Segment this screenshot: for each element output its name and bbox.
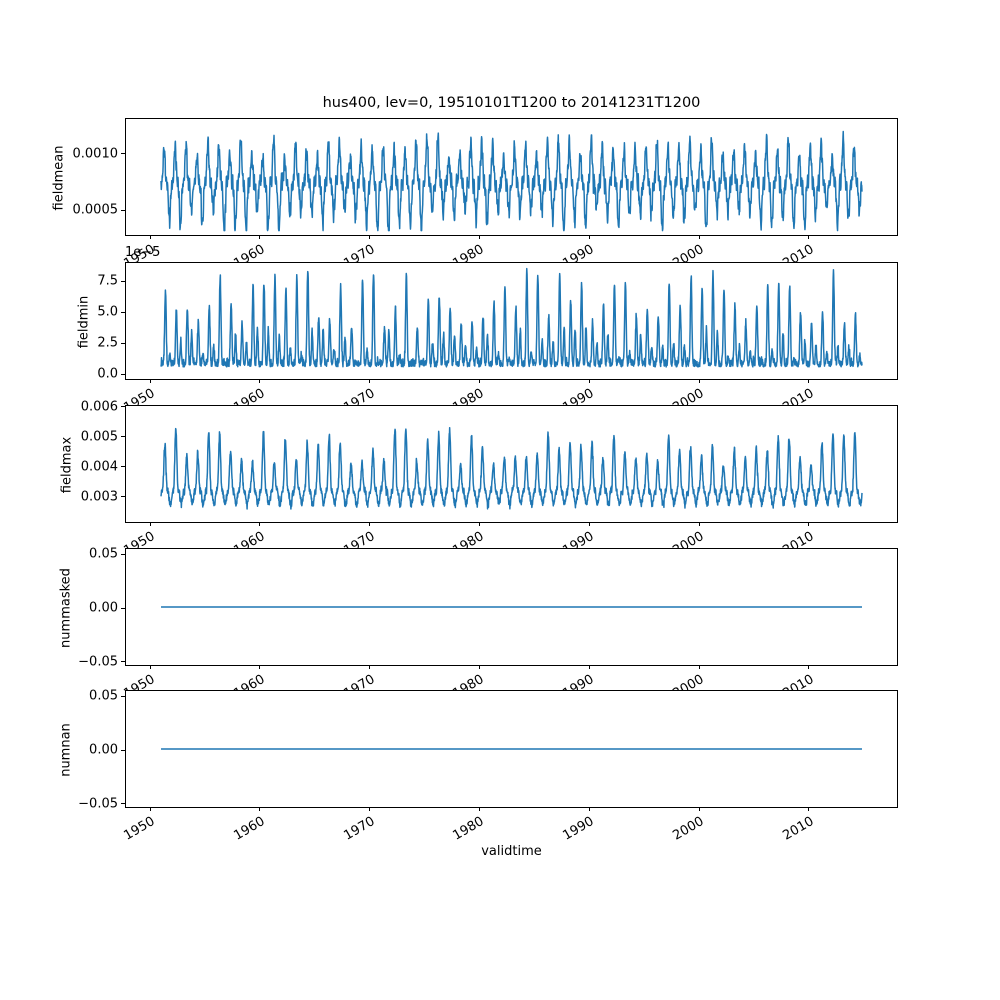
y-tick-label: 0.00 bbox=[89, 600, 118, 616]
x-tick-mark bbox=[588, 235, 590, 239]
y-tick-mark bbox=[121, 311, 125, 313]
y-axis-label-nummasked: nummasked bbox=[58, 568, 74, 648]
x-tick-label: 1970 bbox=[341, 814, 378, 844]
x-tick-mark bbox=[698, 235, 700, 239]
y-tick-label: 2.5 bbox=[97, 335, 118, 351]
fieldmax-series-line bbox=[160, 426, 863, 510]
y-tick-label: 0.0005 bbox=[72, 202, 119, 218]
subplot-numnan: numnan −0.05 0.00 0.05 1950 1960 1970 1980 1990… bbox=[58, 689, 898, 844]
y-tick-mark bbox=[121, 342, 125, 344]
x-tick-mark bbox=[149, 235, 151, 239]
y-tick-mark bbox=[121, 695, 125, 697]
x-tick-mark bbox=[259, 807, 261, 811]
x-tick-mark bbox=[369, 522, 371, 526]
x-tick-mark bbox=[369, 235, 371, 239]
x-tick-mark bbox=[259, 665, 261, 669]
chart-title: hus400, lev=0, 19510101T1200 to 20141231… bbox=[322, 95, 701, 111]
fieldmean-series-line bbox=[160, 130, 863, 232]
subplot-fieldmax: fieldmax 0.003 0.004 0.005 0.006 1950 1960 197… bbox=[60, 399, 898, 559]
x-tick-mark bbox=[149, 522, 151, 526]
y-tick-mark bbox=[121, 436, 125, 438]
x-tick-mark bbox=[479, 522, 481, 526]
numnan-series-line bbox=[161, 748, 862, 750]
x-tick-label: 1980 bbox=[450, 814, 488, 844]
y-tick-label: −0.05 bbox=[78, 654, 118, 670]
nummasked-series-line bbox=[161, 606, 862, 608]
y-tick-mark bbox=[121, 280, 125, 282]
y-tick-mark bbox=[121, 553, 125, 555]
y-axis-label-fieldmean: fieldmean bbox=[51, 145, 67, 211]
y-tick-mark bbox=[121, 406, 125, 408]
fieldmin-series-line bbox=[160, 267, 863, 368]
x-tick-mark bbox=[479, 379, 481, 383]
y-tick-label: 0.0010 bbox=[72, 146, 119, 162]
y-tick-label: 5.0 bbox=[97, 304, 118, 320]
x-tick-label: 1990 bbox=[560, 814, 597, 844]
x-tick-mark bbox=[698, 379, 700, 383]
x-tick-label: 1950 bbox=[121, 814, 158, 844]
x-tick-mark bbox=[479, 807, 481, 811]
x-tick-mark bbox=[808, 807, 810, 811]
x-tick-mark bbox=[259, 379, 261, 383]
y-tick-label: 0.006 bbox=[80, 399, 118, 415]
y-tick-mark bbox=[121, 607, 125, 609]
x-tick-mark bbox=[698, 665, 700, 669]
subplot-nummasked: nummasked −0.05 0.00 0.05 1950 1960 1970 1980 1… bbox=[58, 547, 898, 702]
x-tick-mark bbox=[588, 379, 590, 383]
x-axis-label: validtime bbox=[481, 844, 542, 859]
x-tick-mark bbox=[149, 807, 151, 811]
x-tick-mark bbox=[259, 235, 261, 239]
x-tick-mark bbox=[369, 665, 371, 669]
y-tick-label: 0.005 bbox=[80, 429, 118, 445]
y-axis-offset-text: 1e−5 bbox=[125, 245, 161, 260]
y-tick-mark bbox=[121, 209, 125, 211]
y-tick-mark bbox=[121, 661, 125, 663]
x-tick-mark bbox=[808, 665, 810, 669]
x-tick-mark bbox=[369, 379, 371, 383]
y-tick-label: 0.05 bbox=[89, 688, 118, 704]
y-tick-label: −0.05 bbox=[78, 796, 118, 812]
y-axis-label-fieldmax: fieldmax bbox=[59, 436, 75, 494]
x-tick-mark bbox=[369, 807, 371, 811]
y-tick-label: 0.00 bbox=[89, 742, 118, 758]
y-tick-label: 0.004 bbox=[80, 459, 118, 475]
y-axis-label-fieldmin: fieldmin bbox=[76, 295, 92, 349]
x-tick-mark bbox=[259, 522, 261, 526]
y-tick-label: 7.5 bbox=[97, 273, 118, 289]
x-tick-mark bbox=[698, 522, 700, 526]
x-tick-mark bbox=[149, 379, 151, 383]
x-tick-mark bbox=[588, 807, 590, 811]
x-tick-label: 2000 bbox=[670, 814, 707, 844]
y-tick-label: 0.0 bbox=[97, 366, 118, 382]
x-tick-mark bbox=[808, 235, 810, 239]
y-tick-label: 0.05 bbox=[89, 546, 118, 562]
y-tick-mark bbox=[121, 496, 125, 498]
x-tick-mark bbox=[588, 522, 590, 526]
y-tick-mark bbox=[121, 466, 125, 468]
y-tick-mark bbox=[121, 803, 125, 805]
x-tick-mark bbox=[479, 235, 481, 239]
y-axis-label-numnan: numnan bbox=[58, 723, 74, 777]
subplot-fieldmin: fieldmin 0.0 2.5 5.0 7.5 1e−5 1950 1960 1970 198… bbox=[76, 245, 898, 416]
x-tick-label: 1960 bbox=[231, 814, 268, 844]
subplot-fieldmean: fieldmean 0.0005 0.0010 1950 1960 1970 1980 19… bbox=[52, 118, 898, 272]
y-tick-mark bbox=[121, 153, 125, 155]
x-tick-mark bbox=[479, 665, 481, 669]
x-tick-mark bbox=[808, 379, 810, 383]
y-tick-mark bbox=[121, 749, 125, 751]
x-tick-label: 2010 bbox=[780, 814, 817, 844]
x-tick-mark bbox=[149, 665, 151, 669]
y-tick-label: 0.003 bbox=[80, 489, 118, 505]
x-tick-mark bbox=[588, 665, 590, 669]
x-tick-mark bbox=[698, 807, 700, 811]
y-tick-mark bbox=[121, 373, 125, 375]
x-tick-mark bbox=[808, 522, 810, 526]
